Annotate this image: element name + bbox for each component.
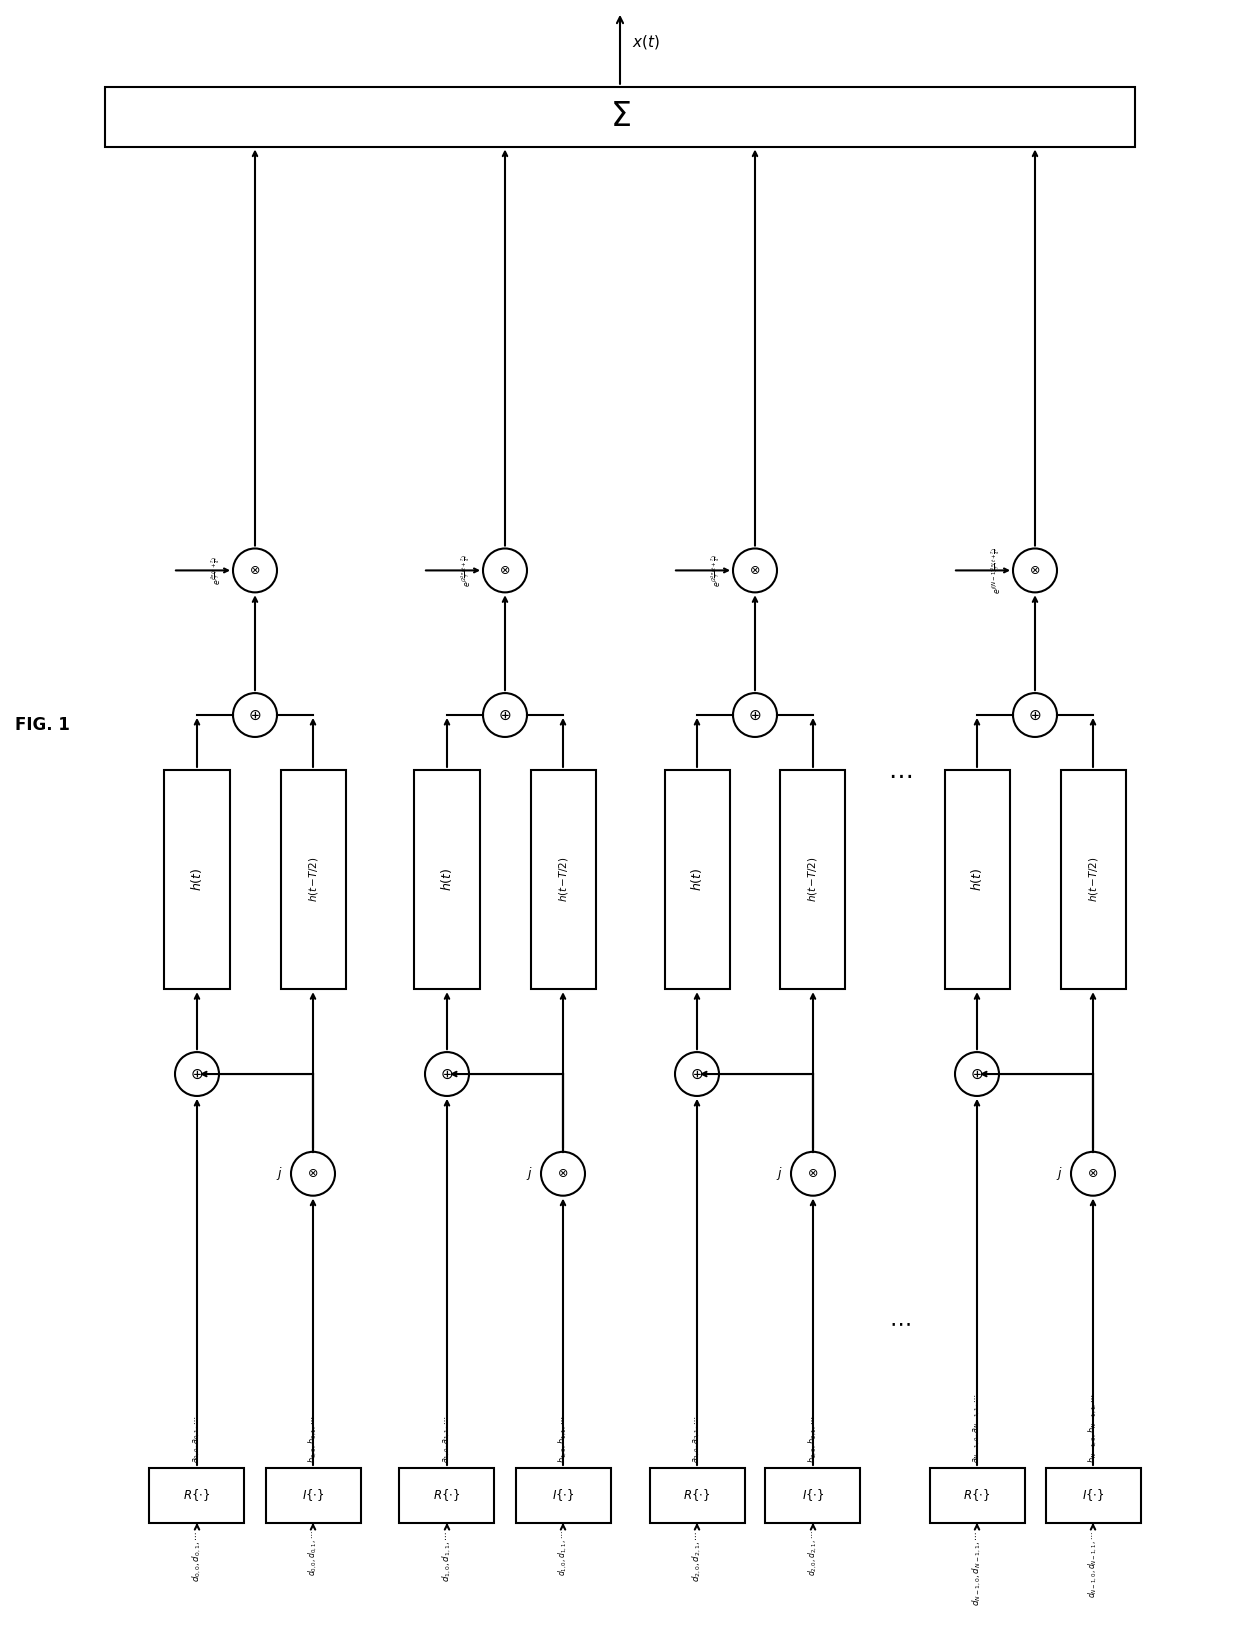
Text: $I\{\cdot\}$: $I\{\cdot\}$ — [552, 1487, 574, 1503]
Text: $\oplus$: $\oplus$ — [1028, 708, 1042, 722]
Text: $d_{N-1,0},d_{N-1,1},\cdots$: $d_{N-1,0},d_{N-1,1},\cdots$ — [971, 1531, 983, 1606]
Text: $\otimes$: $\otimes$ — [807, 1167, 818, 1180]
Text: $e^{j2\frac{2\pi}{T}(t+\frac{T}{4})}$: $e^{j2\frac{2\pi}{T}(t+\frac{T}{4})}$ — [709, 555, 723, 587]
Text: $e^{j2\frac{2\pi}{T}(t+\frac{T}{4})}$: $e^{j2\frac{2\pi}{T}(t+\frac{T}{4})}$ — [460, 555, 472, 587]
Text: $j$: $j$ — [277, 1165, 283, 1183]
Text: $h(t\!-\!T/2)$: $h(t\!-\!T/2)$ — [306, 857, 320, 903]
Text: $\otimes$: $\otimes$ — [308, 1167, 319, 1180]
Text: $b_{1,0},b_{1,1},\cdots$: $b_{1,0},b_{1,1},\cdots$ — [557, 1415, 569, 1463]
Bar — [516, 1468, 610, 1523]
Text: $b_{0,0},b_{0,1},\cdots$: $b_{0,0},b_{0,1},\cdots$ — [306, 1415, 319, 1463]
Text: $h(t\!-\!T/2)$: $h(t\!-\!T/2)$ — [1086, 857, 1100, 903]
Text: $a_{1,0},a_{1,1},\cdots$: $a_{1,0},a_{1,1},\cdots$ — [441, 1415, 453, 1463]
Text: $h(t)$: $h(t)$ — [689, 867, 704, 892]
Text: $I\{\cdot\}$: $I\{\cdot\}$ — [1081, 1487, 1105, 1503]
Bar — [150, 1468, 244, 1523]
Bar — [930, 1468, 1024, 1523]
Text: $\otimes$: $\otimes$ — [1029, 565, 1040, 578]
Text: $h(t)$: $h(t)$ — [439, 867, 455, 892]
Bar — [780, 770, 846, 989]
Text: $j$: $j$ — [526, 1165, 533, 1183]
Text: $d_{2,0},d_{2,1},\cdots$: $d_{2,0},d_{2,1},\cdots$ — [807, 1531, 820, 1577]
Text: $d_{N-1,0},d_{N-1,1},\cdots$: $d_{N-1,0},d_{N-1,1},\cdots$ — [1087, 1531, 1099, 1598]
Text: $I\{\cdot\}$: $I\{\cdot\}$ — [801, 1487, 825, 1503]
Text: $d_{1,0},d_{1,1},\cdots$: $d_{1,0},d_{1,1},\cdots$ — [557, 1531, 569, 1577]
Text: $R\{\cdot\}$: $R\{\cdot\}$ — [683, 1487, 711, 1503]
Text: $a_{0,0},a_{0,1},\cdots$: $a_{0,0},a_{0,1},\cdots$ — [192, 1415, 202, 1463]
Text: $I\{\cdot\}$: $I\{\cdot\}$ — [301, 1487, 325, 1503]
Text: $\Sigma$: $\Sigma$ — [610, 101, 630, 133]
Text: $j$: $j$ — [1056, 1165, 1063, 1183]
Text: $\oplus$: $\oplus$ — [498, 708, 512, 722]
Text: $\cdots$: $\cdots$ — [888, 763, 913, 787]
Text: $\oplus$: $\oplus$ — [190, 1067, 203, 1082]
Text: $b_{N-1,0},b_{N-1,1},\cdots$: $b_{N-1,0},b_{N-1,1},\cdots$ — [1087, 1393, 1099, 1463]
Bar — [945, 770, 1009, 989]
Text: $R\{\cdot\}$: $R\{\cdot\}$ — [963, 1487, 991, 1503]
Text: $h(t)$: $h(t)$ — [970, 867, 985, 892]
Bar — [665, 770, 729, 989]
Text: $\oplus$: $\oplus$ — [248, 708, 262, 722]
Bar — [650, 1468, 744, 1523]
Text: $\otimes$: $\otimes$ — [500, 565, 511, 578]
Text: $d_{0,0},d_{0,1},\cdots$: $d_{0,0},d_{0,1},\cdots$ — [191, 1531, 203, 1581]
Bar — [531, 770, 595, 989]
Text: $R\{\cdot\}$: $R\{\cdot\}$ — [184, 1487, 211, 1503]
Text: $\otimes$: $\otimes$ — [557, 1167, 569, 1180]
Text: $R\{\cdot\}$: $R\{\cdot\}$ — [433, 1487, 461, 1503]
Text: $h(t\!-\!T/2)$: $h(t\!-\!T/2)$ — [806, 857, 820, 903]
Text: $h(t)$: $h(t)$ — [190, 867, 205, 892]
Text: $b_{2,0},b_{2,1},\cdots$: $b_{2,0},b_{2,1},\cdots$ — [807, 1415, 820, 1463]
Text: $e^{j\frac{2\pi}{T}(t+\frac{T}{4})}$: $e^{j\frac{2\pi}{T}(t+\frac{T}{4})}$ — [210, 556, 223, 586]
Text: $\otimes$: $\otimes$ — [249, 565, 260, 578]
Bar — [265, 1468, 361, 1523]
Text: $d_{2,0},d_{2,1},\cdots$: $d_{2,0},d_{2,1},\cdots$ — [691, 1531, 703, 1581]
Text: $\oplus$: $\oplus$ — [440, 1067, 454, 1082]
Text: $j$: $j$ — [776, 1165, 782, 1183]
Bar — [1045, 1468, 1141, 1523]
Text: $x(t)$: $x(t)$ — [632, 33, 660, 50]
Text: $\cdots$: $\cdots$ — [889, 1313, 911, 1334]
Text: $\otimes$: $\otimes$ — [749, 565, 760, 578]
Text: $\oplus$: $\oplus$ — [971, 1067, 983, 1082]
Bar — [399, 1468, 495, 1523]
Text: $h(t\!-\!T/2)$: $h(t\!-\!T/2)$ — [557, 857, 569, 903]
Bar — [280, 770, 346, 989]
Text: $e^{j(N-1)\frac{2\pi}{T}(t+\frac{T}{4})}$: $e^{j(N-1)\frac{2\pi}{T}(t+\frac{T}{4})}… — [990, 547, 1003, 594]
Bar — [765, 1468, 861, 1523]
Bar — [1060, 770, 1126, 989]
Text: $a_{N-1,0},a_{N-1,1},\cdots$: $a_{N-1,0},a_{N-1,1},\cdots$ — [972, 1393, 982, 1463]
Text: $\oplus$: $\oplus$ — [748, 708, 761, 722]
Bar — [105, 86, 1135, 146]
Text: $\otimes$: $\otimes$ — [1087, 1167, 1099, 1180]
Bar — [165, 770, 229, 989]
Text: $d_{1,0},d_{1,1},\cdots$: $d_{1,0},d_{1,1},\cdots$ — [441, 1531, 453, 1581]
Text: FIG. 1: FIG. 1 — [15, 716, 69, 734]
Text: $\oplus$: $\oplus$ — [691, 1067, 703, 1082]
Bar — [414, 770, 480, 989]
Text: $d_{0,0},d_{0,1},\cdots$: $d_{0,0},d_{0,1},\cdots$ — [306, 1531, 319, 1577]
Text: $a_{2,0},a_{2,1},\cdots$: $a_{2,0},a_{2,1},\cdots$ — [692, 1415, 702, 1463]
